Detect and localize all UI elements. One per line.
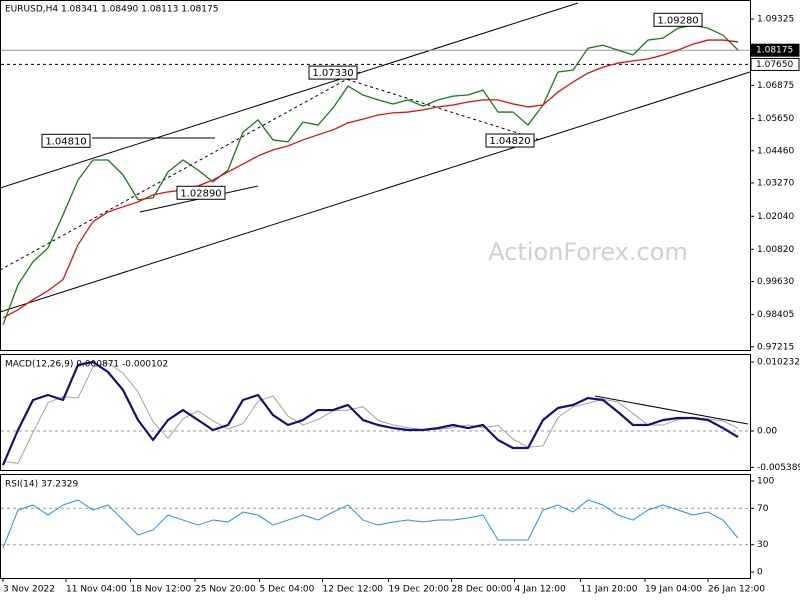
x-tick-label: 5 Dec 04:00 xyxy=(260,585,315,595)
series-line xyxy=(2,39,739,319)
y-tick-label: 1.06875 xyxy=(757,81,794,91)
y-tick-label: 100 xyxy=(757,477,774,487)
x-tick-label: 25 Nov 20:00 xyxy=(195,585,256,595)
price-annotation-box xyxy=(176,185,226,200)
y-tick-label: 0 xyxy=(757,567,763,577)
x-tick-label: 11 Nov 04:00 xyxy=(66,585,127,595)
level-label-box xyxy=(750,57,800,71)
price-annotation-box xyxy=(308,65,358,80)
channel-lower xyxy=(0,71,751,313)
y-tick-label: 0.010232 xyxy=(757,358,800,368)
level-label-box xyxy=(750,43,800,57)
channel-mid xyxy=(0,71,361,271)
price-annotation: 1.09280 xyxy=(657,15,698,26)
y-tick-label: 0.98405 xyxy=(757,310,794,320)
series-line xyxy=(2,499,739,549)
price-annotation: 1.07330 xyxy=(312,68,353,79)
price-annotation-box xyxy=(41,133,91,148)
x-tick-label: 28 Dec 00:00 xyxy=(452,585,513,595)
series-line xyxy=(1,360,739,466)
channel-upper xyxy=(0,2,579,189)
y-tick-label: 0.97215 xyxy=(757,342,794,352)
y-tick-label: 1.09325 xyxy=(757,15,794,25)
rsi-panel xyxy=(0,474,751,579)
price-annotation-box xyxy=(653,12,703,27)
y-tick-label: 1.05650 xyxy=(757,114,794,124)
x-tick-label: 19 Jan 04:00 xyxy=(645,585,702,595)
x-tick-label: 18 Nov 12:00 xyxy=(131,585,192,595)
y-tick-label: -0.005389 xyxy=(757,463,800,473)
y-tick-label: 0.00 xyxy=(757,427,777,437)
price-annotation-box xyxy=(485,133,535,148)
x-tick-label: 12 Dec 12:00 xyxy=(323,585,384,595)
level-label: 1.07650 xyxy=(756,60,793,70)
watermark: ActionForex.com xyxy=(488,238,688,266)
x-tick-label: 3 Nov 2022 xyxy=(3,585,55,595)
macd-panel xyxy=(0,354,751,471)
price-panel xyxy=(0,0,751,351)
price-annotation: 1.04820 xyxy=(489,136,530,147)
panel-title: MACD(12,26,9) 0.000871 -0.000102 xyxy=(5,360,168,370)
panel-title: RSI(14) 37.2329 xyxy=(5,480,78,490)
macd-trendline xyxy=(594,395,749,425)
x-tick-label: 26 Jan 12:00 xyxy=(708,585,765,595)
series-line xyxy=(2,362,739,464)
y-tick-label: 1.04460 xyxy=(757,146,794,156)
series-line xyxy=(2,24,739,326)
y-tick-label: 0.99630 xyxy=(757,277,794,287)
price-annotation: 1.02890 xyxy=(180,188,221,199)
y-tick-label: 30 xyxy=(757,540,769,550)
y-tick-label: 1.03270 xyxy=(757,178,794,188)
panel-title: EURUSD,H4 1.08341 1.08490 1.08113 1.0817… xyxy=(5,5,218,15)
x-tick-label: 11 Jan 20:00 xyxy=(581,585,638,595)
y-tick-label: 70 xyxy=(757,504,769,514)
y-tick-label: 1.00820 xyxy=(757,245,794,255)
x-tick-label: 4 Jan 12:00 xyxy=(515,585,567,595)
y-tick-label: 1.02040 xyxy=(757,212,794,222)
price-annotation: 1.04810 xyxy=(45,136,86,147)
x-tick-label: 19 Dec 20:00 xyxy=(389,585,450,595)
level-label: 1.08175 xyxy=(756,46,793,56)
